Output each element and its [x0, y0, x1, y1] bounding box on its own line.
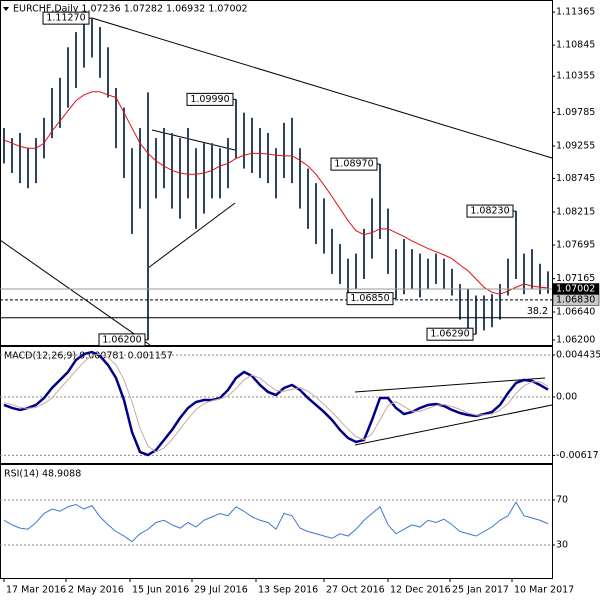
- moving-average: [3, 91, 549, 295]
- x-tick-label: 15 Jun 2016: [132, 585, 189, 596]
- rsi-panel: [0, 464, 553, 579]
- annotation-label: 1.09990: [190, 94, 229, 105]
- x-tick-label: 2 May 2016: [68, 585, 124, 596]
- annotation-label: 1.06850: [350, 293, 389, 304]
- x-tick-label: 10 Mar 2017: [514, 585, 574, 596]
- x-tick-label: 12 Dec 2016: [390, 585, 451, 596]
- y-tick-label: 1.10355: [556, 71, 595, 82]
- y-tick-label: 1.06200: [556, 334, 595, 345]
- annotation-box: [346, 292, 394, 306]
- y-tick-label: 1.09255: [556, 141, 595, 152]
- annotation-box: [466, 204, 514, 218]
- annotation-box: [186, 92, 234, 106]
- y-tick-label: 1.07165: [556, 273, 595, 284]
- y-tick-label: -0.00617: [556, 450, 599, 461]
- y-tick-label: 0.004435: [556, 350, 600, 361]
- y-tick-label: 1.06640: [556, 306, 595, 317]
- fib-label: 38.2: [527, 306, 548, 317]
- indicator-line: [3, 353, 549, 453]
- y-tick-label: 30: [556, 540, 568, 551]
- price-title: EURCHF,Daily 1.07236 1.07282 1.06932 1.0…: [13, 4, 248, 15]
- x-tick-label: 17 Mar 2016: [6, 585, 66, 596]
- price-mark-label: 1.06830: [556, 294, 595, 305]
- indicator-line: [3, 501, 549, 543]
- annotation-label: 1.08970: [334, 159, 373, 170]
- y-tick-label: 1.08215: [556, 207, 595, 218]
- y-tick-label: 0.00: [556, 391, 577, 402]
- trend-line: [151, 129, 236, 151]
- trend-line: [147, 202, 236, 269]
- x-tick-label: 29 Jul 2016: [194, 585, 248, 596]
- y-tick-label: 70: [556, 495, 568, 506]
- y-tick-label: 1.08745: [556, 173, 595, 184]
- y-tick-label: 1.10845: [556, 40, 595, 51]
- annotation-label: 1.11270: [46, 13, 85, 24]
- x-tick-label: 13 Sep 2016: [258, 585, 318, 596]
- rsi-title: RSI(14) 48.9088: [4, 469, 81, 480]
- price-mark-label: 1.07002: [556, 284, 595, 295]
- trend-line: [91, 17, 553, 159]
- trend-line: [354, 404, 553, 446]
- y-tick-label: 1.11365: [556, 7, 595, 18]
- macd-panel: [0, 346, 553, 464]
- trend-line: [354, 377, 546, 393]
- macd-title: MACD(12,26,9) 0.000781 0.001157: [4, 351, 173, 362]
- annotation-label: 1.08230: [470, 206, 509, 217]
- annotation-box: [98, 333, 146, 347]
- price-mark-box: [552, 294, 600, 306]
- trend-line: [0, 239, 151, 346]
- annotation-box: [330, 157, 378, 171]
- annotation-box: [42, 11, 90, 25]
- annotation-label: 1.06200: [102, 334, 141, 345]
- annotation-label: 1.06290: [430, 329, 469, 340]
- price-panel: [0, 0, 553, 346]
- y-tick-label: 1.09785: [556, 107, 595, 118]
- annotation-box: [426, 327, 474, 341]
- x-tick-label: 27 Oct 2016: [326, 585, 385, 596]
- indicator-line: [3, 350, 549, 457]
- dropdown-icon: [3, 7, 9, 11]
- x-tick-label: 25 Jan 2017: [452, 585, 509, 596]
- y-tick-label: 1.07695: [556, 240, 595, 251]
